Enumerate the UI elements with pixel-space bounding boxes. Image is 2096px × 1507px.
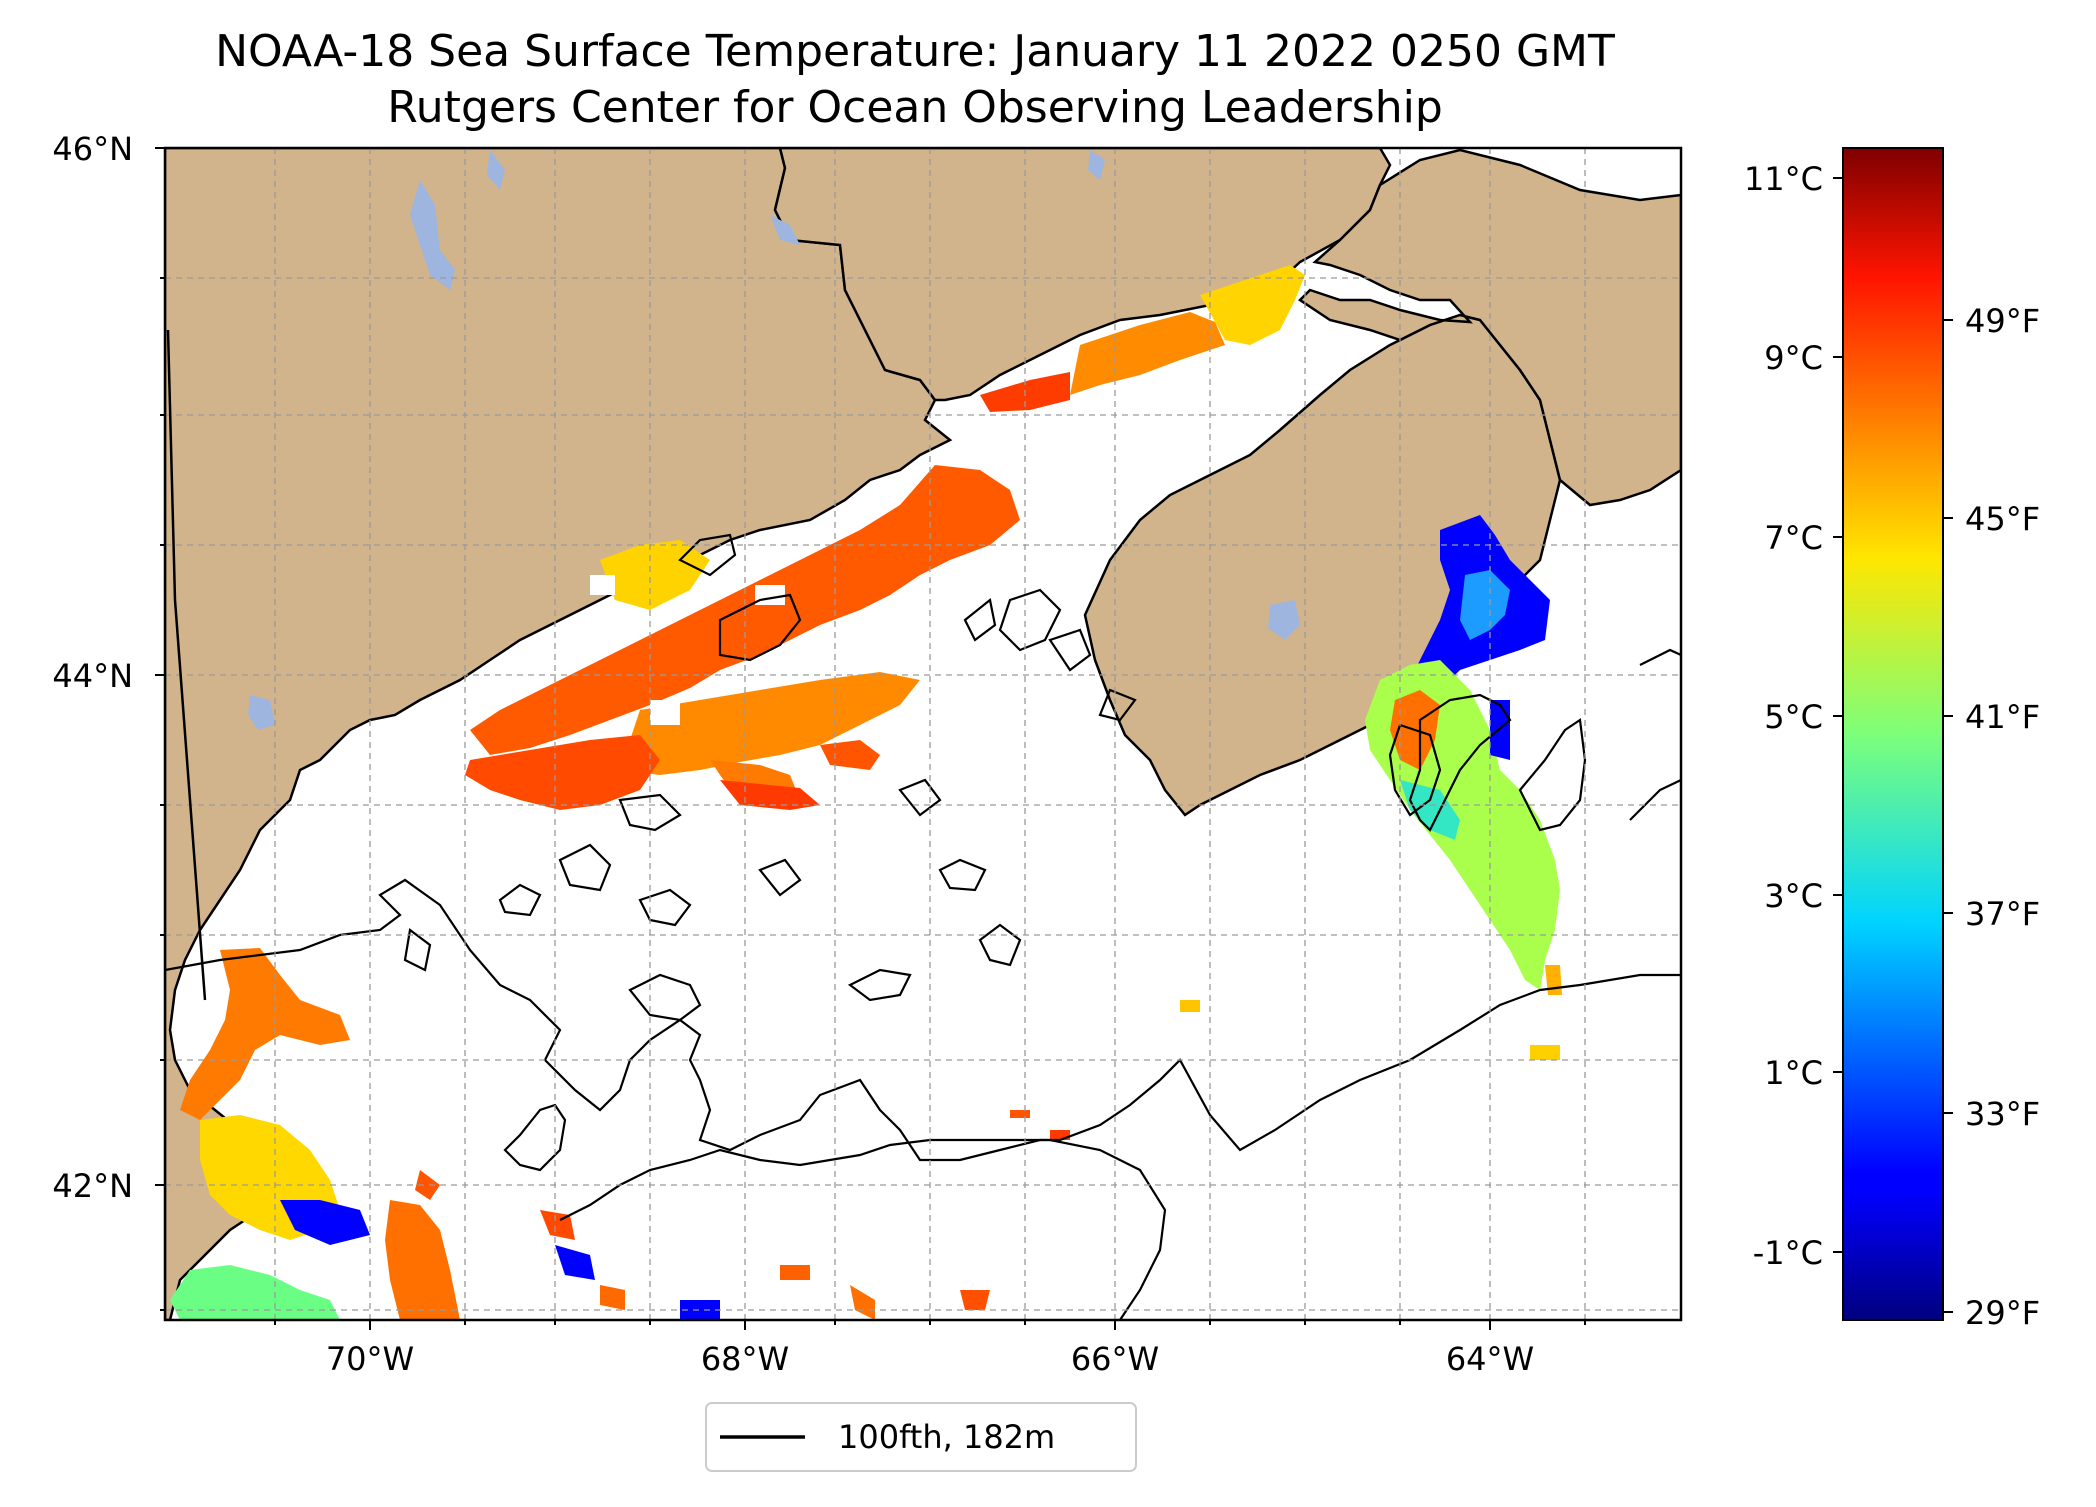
- axis-ticks: [155, 147, 1586, 1330]
- cbar-f-41: 41°F: [1965, 698, 2040, 736]
- title-line-2: Rutgers Center for Ocean Observing Leade…: [387, 82, 1443, 133]
- map-area: [165, 148, 1681, 1320]
- sst-data-layer: [170, 265, 1562, 1320]
- lon-label-70w: 70°W: [326, 1340, 414, 1378]
- cbar-f-37: 37°F: [1965, 895, 2040, 933]
- lon-label-66w: 66°W: [1071, 1340, 1159, 1378]
- legend-box: [705, 1402, 1137, 1472]
- coast-islands: [963, 588, 1137, 722]
- cbar-c-3: 3°C: [1764, 877, 1823, 915]
- lat-label-46n: 46°N: [52, 130, 133, 168]
- lat-label-44n: 44°N: [52, 657, 133, 695]
- legend-label: 100fth, 182m: [838, 1418, 1055, 1456]
- lon-label-68w: 68°W: [701, 1340, 789, 1378]
- cbar-c-1: 1°C: [1764, 1054, 1823, 1092]
- cbar-f-33: 33°F: [1965, 1095, 2040, 1133]
- cbar-f-29: 29°F: [1965, 1294, 2040, 1332]
- cbar-c-7: 7°C: [1764, 519, 1823, 557]
- cbar-f-45: 45°F: [1965, 500, 2040, 538]
- cbar-c-9: 9°C: [1764, 339, 1823, 377]
- lat-label-42n: 42°N: [52, 1167, 133, 1205]
- cbar-c-11: 11°C: [1744, 160, 1823, 198]
- colorbar-gradient: [1842, 147, 1944, 1321]
- gridlines: [165, 148, 1681, 1320]
- lakes: [248, 150, 1300, 730]
- cbar-c-5: 5°C: [1764, 698, 1823, 736]
- cbar-c-neg1: -1°C: [1753, 1234, 1823, 1272]
- colorbar-celsius-ticks: [1833, 177, 1843, 1253]
- legend: 100fth, 182m: [705, 1402, 1137, 1472]
- cbar-f-49: 49°F: [1965, 302, 2040, 340]
- map-frame: [163, 146, 1683, 1322]
- colorbar: 11°C 9°C 7°C 5°C 3°C 1°C -1°C 49°F 45°F …: [1744, 147, 2040, 1332]
- lon-label-64w: 64°W: [1446, 1340, 1534, 1378]
- contour-100-fathom: [165, 533, 1681, 1320]
- state-border: [166, 329, 207, 1001]
- colorbar-fahrenheit-ticks: [1943, 319, 1953, 1313]
- land-nova-scotia: [1083, 313, 1562, 817]
- title-line-1: NOAA-18 Sea Surface Temperature: January…: [215, 26, 1615, 77]
